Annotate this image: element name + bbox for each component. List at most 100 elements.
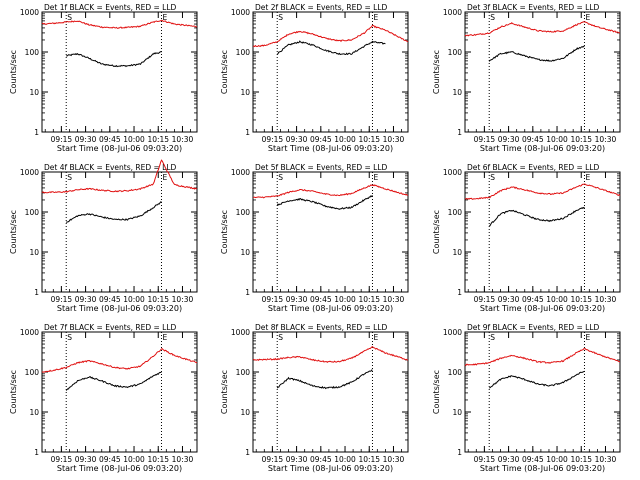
plot-frame — [41, 331, 198, 453]
plot-frame — [464, 171, 621, 293]
time-marker-label: S — [67, 173, 72, 182]
x-tick-label: 09:30 — [75, 455, 97, 464]
y-tick-label: 1000 — [20, 8, 39, 17]
series-line-lld — [41, 159, 197, 194]
x-tick-label: 10:30 — [595, 295, 617, 304]
series-line-events — [489, 206, 585, 227]
x-tick-label: 09:45 — [310, 295, 332, 304]
time-marker-label: S — [490, 13, 495, 22]
y-axis-label: Counts/sec — [9, 370, 18, 414]
panel-title: Det 8f BLACK = Events, RED = LLD — [255, 323, 388, 332]
series-line-events — [276, 195, 373, 210]
panel-title: Det 2f BLACK = Events, RED = LLD — [255, 3, 388, 12]
series-line-lld — [464, 183, 621, 200]
y-axis-label: Counts/sec — [220, 370, 229, 414]
time-marker-label: E — [585, 173, 590, 182]
x-tick-label: 09:30 — [75, 135, 97, 144]
series-line-events — [488, 370, 585, 389]
x-tick-label: 09:15 — [474, 455, 496, 464]
y-tick-label: 1 — [245, 128, 250, 137]
panel-3: Det 3f BLACK = Events, RED = LLD 1 10 100 10… — [432, 3, 621, 153]
x-tick-label: 10:15 — [570, 455, 592, 464]
x-tick-label: 10:30 — [172, 135, 194, 144]
x-tick-label: 10:15 — [147, 295, 169, 304]
series-line-lld — [41, 348, 198, 373]
plot-frame — [41, 171, 198, 293]
panel-2: Det 2f BLACK = Events, RED = LLD 1 10 100 10… — [220, 3, 409, 153]
x-tick-label: 10:00 — [546, 455, 568, 464]
x-tick-label: 10:30 — [595, 455, 617, 464]
y-tick-label: 1000 — [443, 168, 462, 177]
x-tick-label: 10:00 — [334, 135, 356, 144]
plot-frame — [41, 11, 198, 133]
y-tick-label: 1 — [457, 128, 462, 137]
x-tick-label: 10:15 — [570, 295, 592, 304]
y-tick-label: 1 — [245, 448, 250, 457]
panel-title: Det 9f BLACK = Events, RED = LLD — [467, 323, 600, 332]
y-tick-label: 1000 — [231, 8, 250, 17]
time-marker-label: E — [162, 13, 167, 22]
y-tick-label: 1000 — [20, 168, 39, 177]
y-tick-label: 1000 — [443, 328, 462, 337]
x-tick-label: 10:00 — [123, 295, 145, 304]
x-tick-label: 09:15 — [474, 295, 496, 304]
x-tick-label: 10:00 — [334, 455, 356, 464]
x-tick-label: 09:15 — [51, 295, 73, 304]
x-tick-label: 10:15 — [570, 135, 592, 144]
x-tick-label: 09:30 — [75, 295, 97, 304]
time-marker-label: E — [585, 333, 590, 342]
x-tick-label: 10:00 — [123, 455, 145, 464]
y-tick-label: 10 — [29, 408, 39, 417]
x-tick-label: 09:15 — [262, 455, 284, 464]
plot-frame — [252, 11, 409, 133]
panel-title: Det 4f BLACK = Events, RED = LLD — [44, 163, 177, 172]
panel-8: Det 8f BLACK = Events, RED = LLD 1 10 100 10… — [220, 323, 409, 473]
y-axis-label: Counts/sec — [432, 210, 441, 254]
y-axis-label: Counts/sec — [220, 50, 229, 94]
x-axis-label: Start Time (08-Jul-06 09:03:20) — [268, 304, 393, 313]
x-tick-label: 10:15 — [147, 135, 169, 144]
panel-title: Det 6f BLACK = Events, RED = LLD — [467, 163, 600, 172]
x-tick-label: 09:30 — [498, 135, 520, 144]
panel-title: Det 5f BLACK = Events, RED = LLD — [255, 163, 388, 172]
x-axis-label: Start Time (08-Jul-06 09:03:20) — [480, 304, 605, 313]
time-marker-label: S — [67, 13, 72, 22]
x-axis-label: Start Time (08-Jul-06 09:03:20) — [57, 144, 182, 153]
series-line-events — [276, 369, 373, 390]
plot-frame — [252, 171, 409, 293]
y-tick-label: 1 — [457, 448, 462, 457]
x-tick-label: 09:45 — [310, 455, 332, 464]
time-marker-label: E — [373, 173, 378, 182]
x-axis-label: Start Time (08-Jul-06 09:03:20) — [268, 144, 393, 153]
x-tick-label: 10:30 — [172, 455, 194, 464]
y-tick-label: 10 — [240, 88, 250, 97]
x-tick-label: 09:15 — [262, 295, 284, 304]
x-tick-label: 10:30 — [172, 295, 194, 304]
y-tick-label: 10 — [452, 408, 462, 417]
series-line-lld — [253, 184, 409, 199]
time-marker-label: E — [162, 173, 167, 182]
x-tick-label: 09:45 — [522, 455, 544, 464]
y-tick-label: 1 — [457, 288, 462, 297]
time-marker-label: E — [585, 13, 590, 22]
x-tick-label: 10:00 — [334, 295, 356, 304]
x-tick-label: 09:30 — [286, 455, 308, 464]
y-tick-label: 100 — [25, 48, 40, 57]
y-axis-label: Counts/sec — [9, 50, 18, 94]
x-tick-label: 09:30 — [286, 135, 308, 144]
panel-9: Det 9f BLACK = Events, RED = LLD 1 10 100 10… — [432, 323, 621, 473]
y-tick-label: 10 — [452, 88, 462, 97]
panel-4: Det 4f BLACK = Events, RED = LLD 1 10 100 10… — [9, 159, 198, 313]
panel-1: Det 1f BLACK = Events, RED = LLD 1 10 100 10… — [9, 3, 198, 153]
y-tick-label: 1 — [34, 448, 39, 457]
y-axis-label: Counts/sec — [432, 50, 441, 94]
y-tick-label: 10 — [29, 248, 39, 257]
series-line-events — [488, 45, 585, 62]
plot-frame — [464, 11, 621, 133]
y-axis-label: Counts/sec — [9, 210, 18, 254]
series-line-lld — [41, 19, 198, 29]
plot-frame — [464, 331, 621, 453]
plot-frame — [252, 331, 409, 453]
time-marker-label: S — [278, 13, 283, 22]
